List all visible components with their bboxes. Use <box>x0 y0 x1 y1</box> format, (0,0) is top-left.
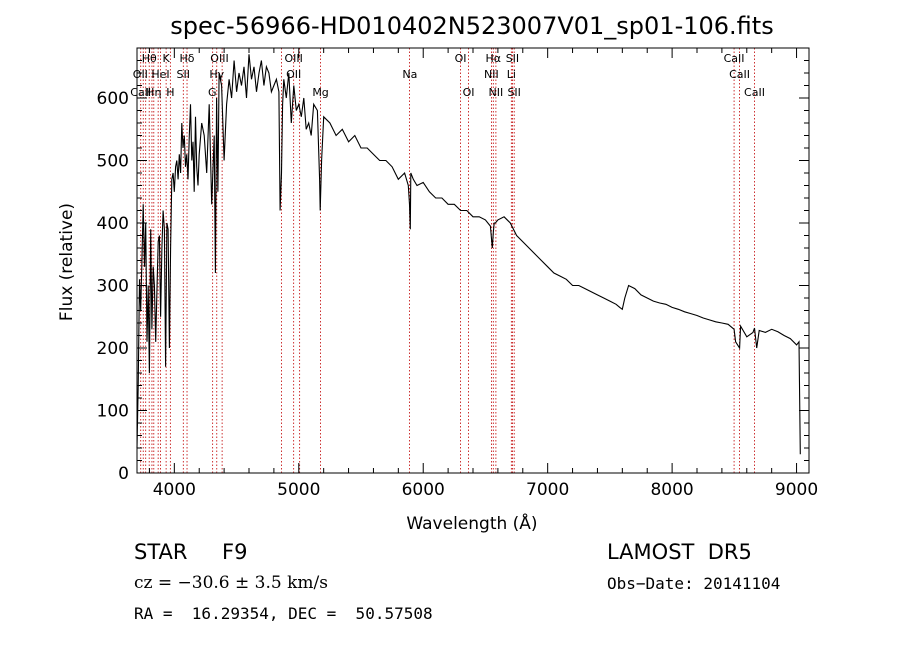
line-label: Li <box>507 68 516 81</box>
x-tick-label: 6000 <box>402 480 445 500</box>
line-label: OIII <box>210 52 228 65</box>
x-tick-label: 9000 <box>775 480 818 500</box>
line-label: Hδ <box>180 52 195 65</box>
line-label: CaII <box>729 68 750 81</box>
x-tick-label: 7000 <box>526 480 569 500</box>
y-tick-label: 100 <box>97 402 129 422</box>
observation-date: Obs−Date: 20141104 <box>607 574 781 593</box>
line-label: G <box>208 86 217 99</box>
x-axis: 4000 5000 6000 7000 8000 9000 <box>148 48 818 500</box>
line-label: Hθ <box>142 52 157 65</box>
y-tick-label: 200 <box>97 339 129 359</box>
y-tick-label: 600 <box>97 89 129 109</box>
subclass: F9 <box>222 540 248 564</box>
line-label: NII <box>489 86 504 99</box>
line-label: SII <box>506 52 519 65</box>
line-label: OII <box>133 68 148 81</box>
line-label: SII <box>507 86 520 99</box>
y-tick-label: 0 <box>118 464 129 484</box>
spectrum-series-line <box>136 54 801 455</box>
line-label: HeI <box>151 68 169 81</box>
spectral-line-markers <box>140 48 755 473</box>
line-label: K <box>163 52 171 65</box>
coordinates: RA = 16.29354, DEC = 50.57508 <box>134 604 433 623</box>
line-label: Mg <box>312 86 328 99</box>
line-label: NII <box>484 68 499 81</box>
line-label: OI <box>455 52 467 65</box>
chart-title: spec-56966-HD010402N523007V01_sp01-106.f… <box>170 12 773 40</box>
survey-name: LAMOST DR5 <box>607 540 752 564</box>
redshift-velocity: cz = −30.6 ± 3.5 km/s <box>134 573 328 593</box>
line-label: OIII <box>284 52 302 65</box>
x-tick-label: 5000 <box>277 480 320 500</box>
y-tick-label: 400 <box>97 214 129 234</box>
x-axis-label: Wavelength (Å) <box>406 512 537 534</box>
y-tick-label: 500 <box>97 152 129 172</box>
line-label: Hα <box>486 52 502 65</box>
line-label: Hγ <box>209 68 224 81</box>
x-tick-label: 4000 <box>153 480 196 500</box>
line-label: CaII <box>744 86 765 99</box>
x-tick-label: 8000 <box>650 480 693 500</box>
line-label: SII <box>177 68 190 81</box>
y-axis-label: Flux (relative) <box>57 203 77 321</box>
line-label: OII <box>286 68 301 81</box>
plot-frame <box>136 47 810 474</box>
object-class: STAR <box>134 540 188 564</box>
line-label: CaII <box>130 86 151 99</box>
line-label: Hη <box>146 86 161 99</box>
line-label: CaII <box>724 52 745 65</box>
y-tick-label: 300 <box>97 277 129 297</box>
line-label: H <box>166 86 174 99</box>
y-axis: 0 100 200 300 400 500 600 <box>97 60 809 484</box>
line-label: Na <box>402 68 417 81</box>
line-label: OI <box>463 86 475 99</box>
